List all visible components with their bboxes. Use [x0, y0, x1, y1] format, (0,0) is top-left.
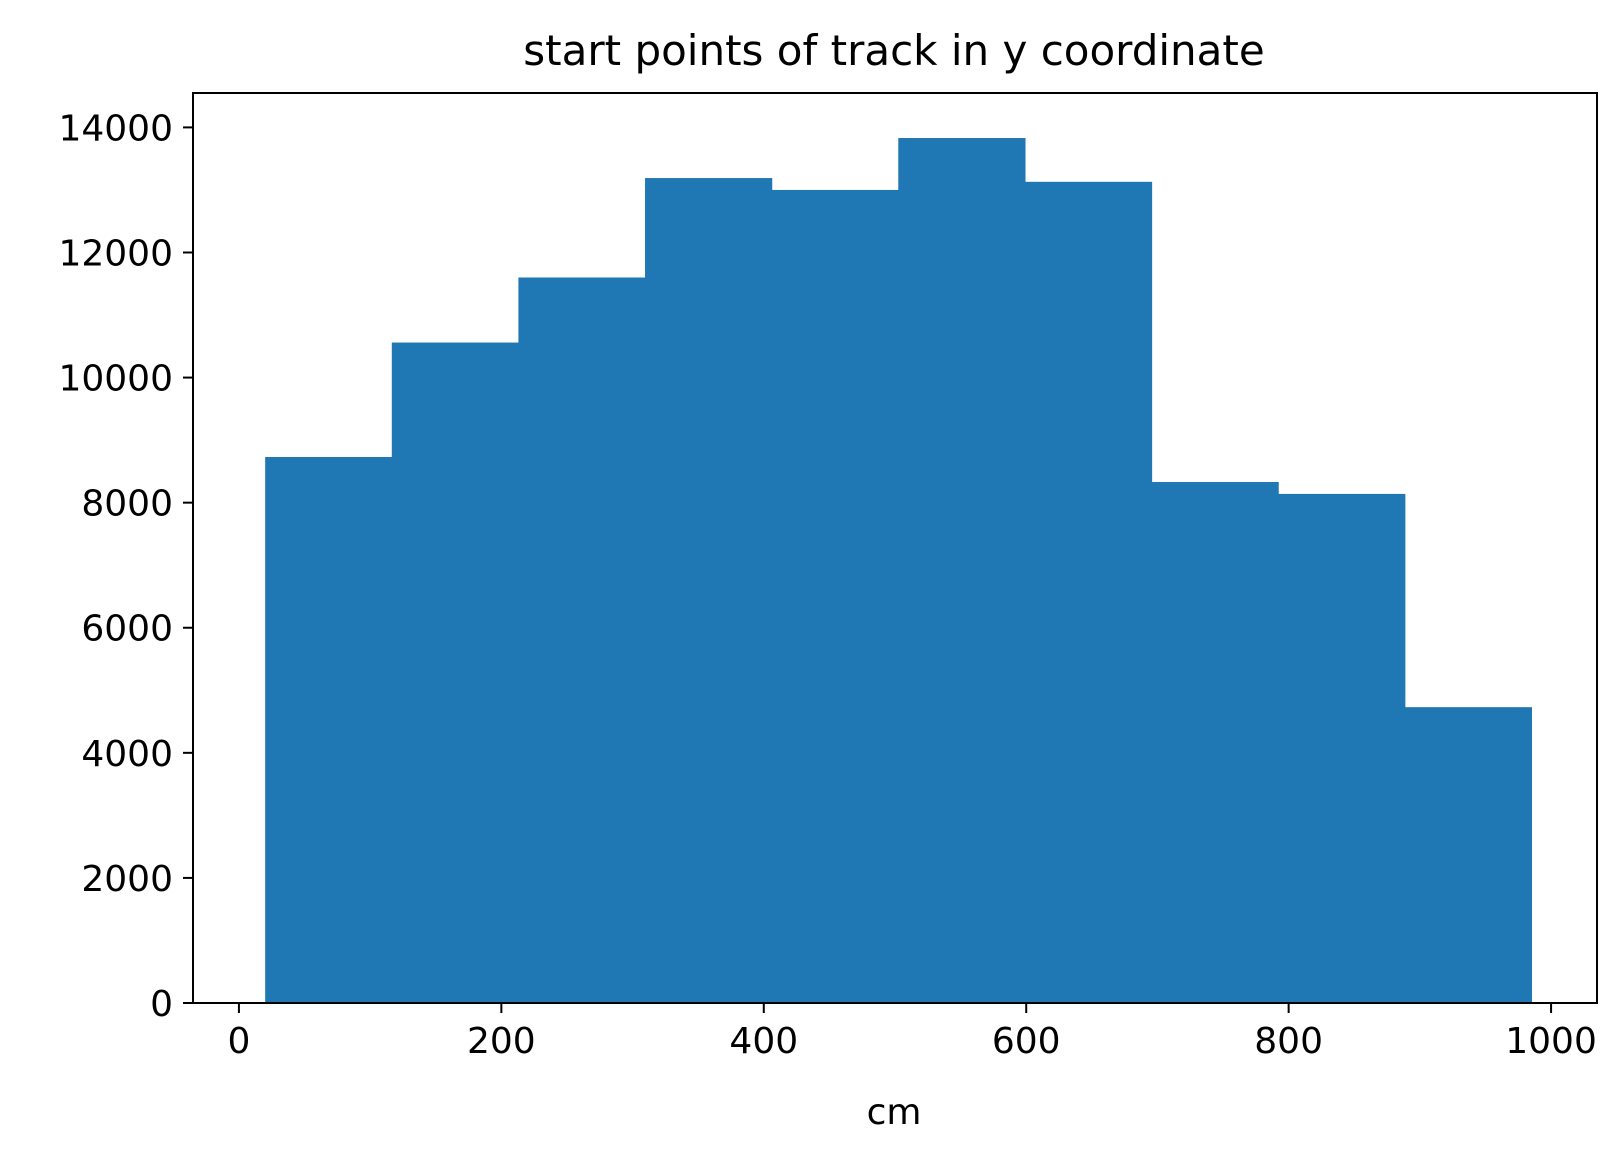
x-axis: 0 200 400 600 800 1000	[227, 1003, 1597, 1062]
y-tick-label: 4000	[81, 734, 173, 775]
x-tick-label: 200	[467, 1021, 536, 1062]
histogram-bar-6	[898, 138, 1026, 1003]
y-tick-label: 12000	[58, 233, 173, 274]
histogram-bar-4	[645, 178, 773, 1004]
histogram-bar-2	[391, 342, 520, 1003]
y-tick-label: 6000	[81, 609, 173, 650]
histogram-bar-5	[771, 189, 899, 1003]
x-tick-label: 800	[1254, 1021, 1323, 1062]
bars-group	[265, 138, 1532, 1004]
y-tick-label: 0	[150, 984, 173, 1025]
y-tick-label: 2000	[81, 859, 173, 900]
x-tick-label: 0	[227, 1021, 250, 1062]
histogram-bar-1	[265, 457, 393, 1003]
histogram-bar-9	[1278, 493, 1406, 1003]
y-tick-label: 8000	[81, 484, 173, 525]
x-axis-label: cm	[867, 1092, 922, 1133]
x-tick-label: 1000	[1505, 1021, 1597, 1062]
chart-title: start points of track in y coordinate	[523, 26, 1264, 75]
histogram-bar-3	[518, 277, 646, 1003]
histogram-bar-10	[1404, 707, 1532, 1003]
histogram-bar-8	[1151, 482, 1279, 1003]
histogram-bar-7	[1024, 181, 1153, 1004]
x-tick-label: 400	[729, 1021, 798, 1062]
y-tick-label: 10000	[58, 359, 173, 400]
x-tick-label: 600	[992, 1021, 1061, 1062]
y-axis: 0 2000 4000 6000 8000 10000 12000 14000	[58, 108, 193, 1025]
plot-frame	[192, 92, 1598, 1004]
y-tick-label: 14000	[58, 108, 173, 149]
